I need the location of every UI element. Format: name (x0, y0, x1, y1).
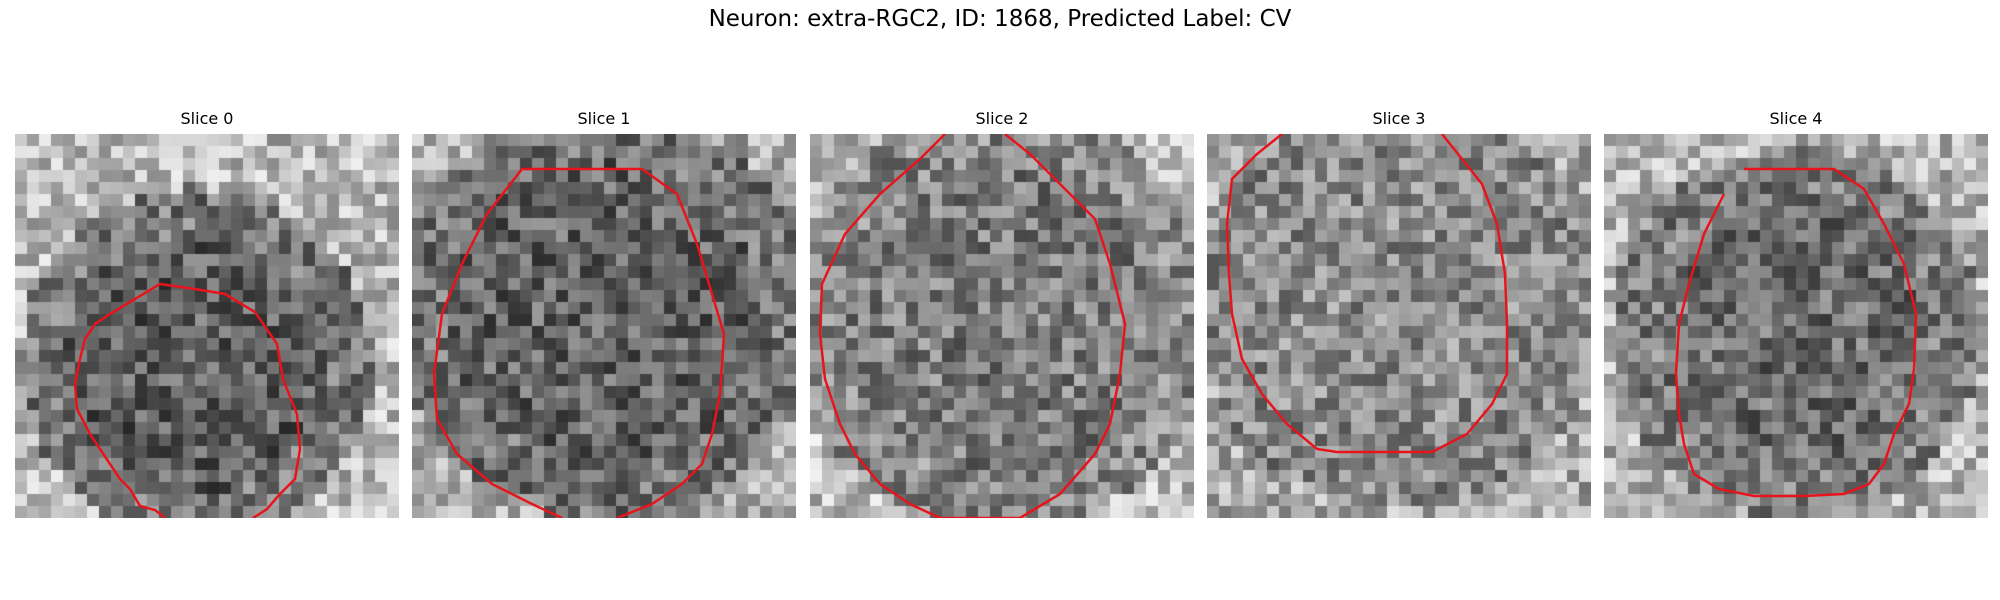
cell-contour (1674, 167, 1918, 498)
slice-panel-2: Slice 2 (810, 108, 1194, 518)
grayscale-patch (810, 134, 1194, 518)
slice-title: Slice 3 (1372, 109, 1426, 128)
grayscale-patch (15, 134, 399, 518)
slice-panel-0: Slice 0 (15, 108, 399, 518)
cell-contour (1225, 134, 1509, 454)
slice-title: Slice 1 (577, 109, 631, 128)
slice-image (1604, 134, 1988, 518)
slice-image (15, 134, 399, 518)
slice-image (810, 134, 1194, 518)
slice-image (412, 134, 796, 518)
grayscale-patch (412, 134, 796, 518)
cell-contour (73, 282, 302, 518)
slice-image (1207, 134, 1591, 518)
slice-panel-4: Slice 4 (1604, 108, 1988, 518)
cell-contour (432, 167, 726, 518)
figure-title: Neuron: extra-RGC2, ID: 1868, Predicted … (708, 6, 1292, 32)
grayscale-patch (1207, 134, 1591, 518)
grayscale-patch (1604, 134, 1988, 518)
slice-panel-3: Slice 3 (1207, 108, 1591, 518)
slice-title: Slice 0 (180, 109, 234, 128)
slice-panel-1: Slice 1 (412, 108, 796, 518)
slice-title: Slice 4 (1769, 109, 1823, 128)
slice-title: Slice 2 (975, 109, 1029, 128)
cell-contour (818, 134, 1127, 518)
